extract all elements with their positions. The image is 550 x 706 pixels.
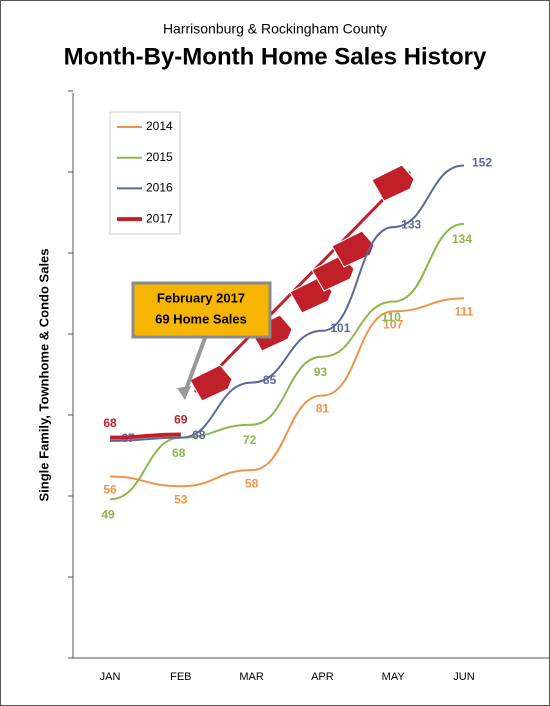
annotation-arrowhead xyxy=(177,386,191,400)
x-tick-label: MAR xyxy=(239,671,264,683)
x-tick-label: JUN xyxy=(453,671,474,683)
series-line xyxy=(109,432,181,440)
data-label: 72 xyxy=(243,433,257,447)
data-label: 93 xyxy=(314,365,328,379)
data-label: 56 xyxy=(103,483,117,497)
data-label: 68 xyxy=(172,446,186,460)
data-label: 110 xyxy=(382,310,402,324)
data-label: 81 xyxy=(316,402,330,416)
legend-label: 2016 xyxy=(146,181,173,195)
data-label: 58 xyxy=(245,476,259,490)
data-label: 69 xyxy=(174,413,188,427)
data-label: 68 xyxy=(192,428,206,442)
data-label: 107 xyxy=(383,317,403,331)
chart-subtitle: Harrisonburg & Rockingham County xyxy=(163,21,387,37)
x-tick-label: APR xyxy=(311,671,334,683)
series-line xyxy=(109,297,465,488)
data-label: 152 xyxy=(472,156,492,170)
x-tick-label: FEB xyxy=(170,671,191,683)
data-label: 49 xyxy=(101,507,115,521)
legend-label: 2017 xyxy=(146,211,173,225)
legend-label: 2014 xyxy=(146,119,173,133)
annotation-text: 69 Home Sales xyxy=(155,311,247,326)
data-label: 134 xyxy=(452,232,472,246)
x-tick-label: MAY xyxy=(382,671,406,683)
legend-label: 2015 xyxy=(146,150,173,164)
chart-title: Month-By-Month Home Sales History xyxy=(64,43,487,70)
series-line xyxy=(109,222,465,501)
data-label: 53 xyxy=(174,492,188,506)
annotation-text: February 2017 xyxy=(157,290,245,305)
data-label: 101 xyxy=(330,321,350,335)
annotation-arrow xyxy=(183,337,207,393)
data-label: 85 xyxy=(263,373,277,387)
legend-box xyxy=(109,111,181,235)
series-line xyxy=(109,164,465,442)
data-label: 111 xyxy=(455,305,474,319)
data-label: 133 xyxy=(401,217,421,231)
data-label: 68 xyxy=(103,416,117,430)
y-axis-label: Single Family, Townhome & Condo Sales xyxy=(36,248,51,501)
annotation-box xyxy=(131,281,272,339)
x-tick-label: JAN xyxy=(100,671,121,683)
